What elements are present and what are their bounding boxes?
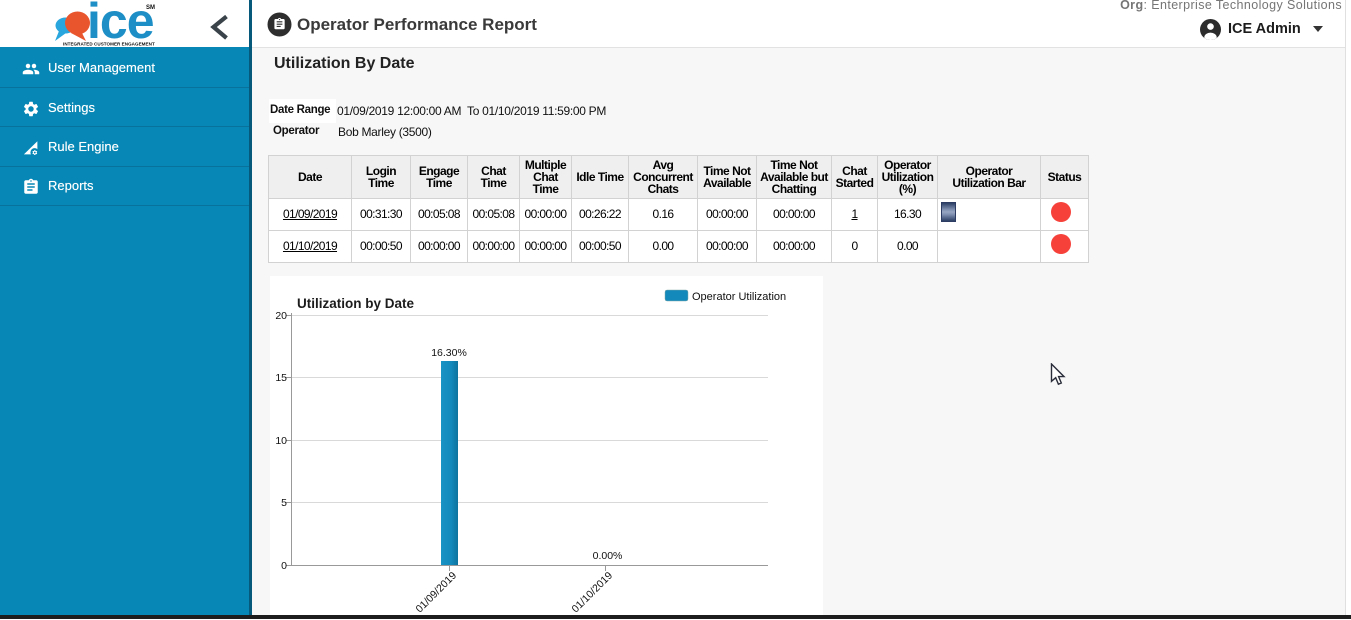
svg-text:01/09/2019: 01/09/2019 (413, 570, 459, 615)
svg-text:SM: SM (146, 5, 155, 11)
svg-text:5: 5 (281, 497, 287, 509)
svg-text:15: 15 (275, 372, 287, 384)
svg-text:ice: ice (87, 0, 154, 47)
svg-text:INTEGRATED CUSTOMER ENGAGEMENT: INTEGRATED CUSTOMER ENGAGEMENT (63, 42, 155, 47)
svg-text:0.00%: 0.00% (593, 550, 623, 562)
svg-text:16.30%: 16.30% (431, 347, 467, 359)
svg-text:10: 10 (275, 435, 287, 447)
svg-text:Utilization by Date: Utilization by Date (297, 296, 415, 311)
svg-text:0: 0 (281, 560, 287, 572)
svg-text:Operator Utilization: Operator Utilization (692, 291, 786, 303)
svg-text:20: 20 (275, 310, 287, 322)
svg-text:01/10/2019: 01/10/2019 (569, 570, 615, 615)
